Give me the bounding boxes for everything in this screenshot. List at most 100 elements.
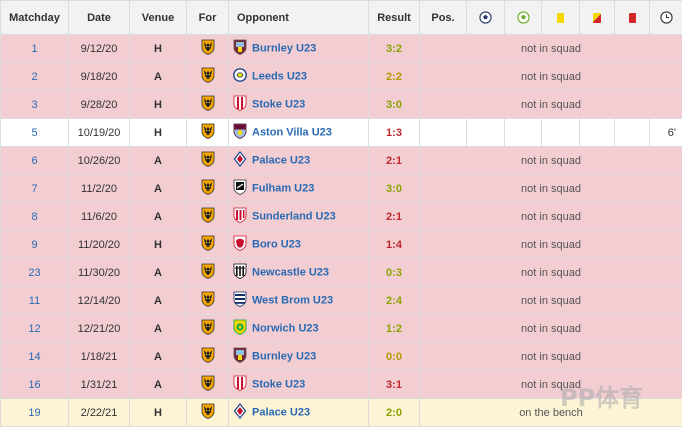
matchday-cell[interactable]: 16 — [0, 370, 69, 399]
for-club-crest-icon[interactable] — [201, 39, 215, 58]
matchday-link[interactable]: 8 — [31, 210, 38, 223]
for-club-crest-icon[interactable] — [201, 403, 215, 422]
result-cell[interactable]: 2:1 — [368, 202, 420, 231]
matchday-cell[interactable]: 11 — [0, 286, 69, 315]
col-position[interactable]: Pos. — [419, 0, 467, 35]
opponent-crest-icon[interactable] — [233, 347, 247, 366]
opponent-link[interactable]: Newcastle U23 — [252, 266, 330, 279]
col-goals[interactable] — [466, 0, 505, 35]
matchday-link[interactable]: 12 — [28, 322, 41, 335]
result-cell[interactable]: 0:3 — [368, 258, 420, 287]
result-cell[interactable]: 1:3 — [368, 118, 420, 147]
for-club-crest-icon[interactable] — [201, 347, 215, 366]
result-cell[interactable]: 3:1 — [368, 370, 420, 399]
for-club-crest-icon[interactable] — [201, 123, 215, 142]
opponent-crest-icon[interactable] — [233, 235, 247, 254]
opponent-crest-icon[interactable] — [233, 263, 247, 282]
col-red-cards[interactable] — [614, 0, 650, 35]
opponent-crest-icon[interactable] — [233, 207, 247, 226]
opponent-link[interactable]: Boro U23 — [252, 238, 301, 251]
result-cell[interactable]: 3:2 — [368, 34, 420, 63]
opponent-link[interactable]: Stoke U23 — [252, 98, 306, 111]
opponent-link[interactable]: Stoke U23 — [252, 378, 306, 391]
opponent-crest-icon[interactable] — [233, 39, 247, 58]
matchday-link[interactable]: 3 — [31, 98, 38, 111]
matchday-link[interactable]: 14 — [28, 350, 41, 363]
for-club-crest-icon[interactable] — [201, 95, 215, 114]
matchday-link[interactable]: 6 — [31, 154, 38, 167]
opponent-link[interactable]: Sunderland U23 — [252, 210, 336, 223]
opponent-link[interactable]: Palace U23 — [252, 406, 311, 419]
result-link[interactable]: 2:1 — [386, 154, 402, 167]
col-minutes[interactable] — [649, 0, 682, 35]
result-link[interactable]: 3:0 — [386, 182, 402, 195]
opponent-crest-icon[interactable] — [233, 291, 247, 310]
opponent-crest-icon[interactable] — [233, 123, 247, 142]
opponent-crest-icon[interactable] — [233, 375, 247, 394]
col-matchday[interactable]: Matchday — [0, 0, 69, 35]
matchday-cell[interactable]: 12 — [0, 314, 69, 343]
matchday-link[interactable]: 2 — [31, 70, 38, 83]
for-club-crest-icon[interactable] — [201, 151, 215, 170]
opponent-link[interactable]: Burnley U23 — [252, 42, 317, 55]
result-link[interactable]: 1:3 — [386, 126, 402, 139]
matchday-link[interactable]: 23 — [28, 266, 41, 279]
opponent-link[interactable]: Fulham U23 — [252, 182, 315, 195]
for-club-crest-icon[interactable] — [201, 235, 215, 254]
matchday-cell[interactable]: 2 — [0, 62, 69, 91]
result-link[interactable]: 1:2 — [386, 322, 402, 335]
col-venue[interactable]: Venue — [129, 0, 187, 35]
result-link[interactable]: 2:4 — [386, 294, 402, 307]
result-link[interactable]: 1:4 — [386, 238, 402, 251]
result-link[interactable]: 0:3 — [386, 266, 402, 279]
matchday-cell[interactable]: 8 — [0, 202, 69, 231]
matchday-link[interactable]: 19 — [28, 406, 41, 419]
result-cell[interactable]: 1:2 — [368, 314, 420, 343]
matchday-cell[interactable]: 3 — [0, 90, 69, 119]
result-cell[interactable]: 0:0 — [368, 342, 420, 371]
for-club-crest-icon[interactable] — [201, 67, 215, 86]
for-club-crest-icon[interactable] — [201, 291, 215, 310]
matchday-cell[interactable]: 5 — [0, 118, 69, 147]
result-link[interactable]: 2:0 — [386, 406, 402, 419]
opponent-link[interactable]: West Brom U23 — [252, 294, 334, 307]
result-link[interactable]: 3:2 — [386, 42, 402, 55]
matchday-cell[interactable]: 23 — [0, 258, 69, 287]
for-club-crest-icon[interactable] — [201, 319, 215, 338]
col-opponent[interactable]: Opponent — [228, 0, 369, 35]
result-link[interactable]: 2:1 — [386, 210, 402, 223]
matchday-link[interactable]: 5 — [31, 126, 38, 139]
opponent-crest-icon[interactable] — [233, 179, 247, 198]
opponent-crest-icon[interactable] — [233, 403, 247, 422]
matchday-link[interactable]: 16 — [28, 378, 41, 391]
result-cell[interactable]: 3:0 — [368, 90, 420, 119]
result-cell[interactable]: 1:4 — [368, 230, 420, 259]
col-assists[interactable] — [504, 0, 542, 35]
matchday-link[interactable]: 9 — [31, 238, 38, 251]
for-club-crest-icon[interactable] — [201, 375, 215, 394]
col-yellow-cards[interactable] — [541, 0, 580, 35]
opponent-crest-icon[interactable] — [233, 319, 247, 338]
for-club-crest-icon[interactable] — [201, 263, 215, 282]
result-cell[interactable]: 2:1 — [368, 146, 420, 175]
result-link[interactable]: 3:0 — [386, 98, 402, 111]
matchday-link[interactable]: 1 — [31, 42, 38, 55]
matchday-link[interactable]: 11 — [28, 294, 41, 307]
opponent-crest-icon[interactable] — [233, 67, 247, 86]
opponent-crest-icon[interactable] — [233, 151, 247, 170]
opponent-link[interactable]: Leeds U23 — [252, 70, 308, 83]
opponent-link[interactable]: Aston Villa U23 — [252, 126, 332, 139]
matchday-cell[interactable]: 6 — [0, 146, 69, 175]
result-cell[interactable]: 2:2 — [368, 62, 420, 91]
col-for[interactable]: For — [186, 0, 229, 35]
result-link[interactable]: 0:0 — [386, 350, 402, 363]
opponent-link[interactable]: Norwich U23 — [252, 322, 319, 335]
for-club-crest-icon[interactable] — [201, 207, 215, 226]
matchday-cell[interactable]: 14 — [0, 342, 69, 371]
result-cell[interactable]: 3:0 — [368, 174, 420, 203]
result-cell[interactable]: 2:0 — [368, 398, 420, 427]
col-date[interactable]: Date — [68, 0, 130, 35]
matchday-cell[interactable]: 7 — [0, 174, 69, 203]
matchday-cell[interactable]: 1 — [0, 34, 69, 63]
col-result[interactable]: Result — [368, 0, 420, 35]
